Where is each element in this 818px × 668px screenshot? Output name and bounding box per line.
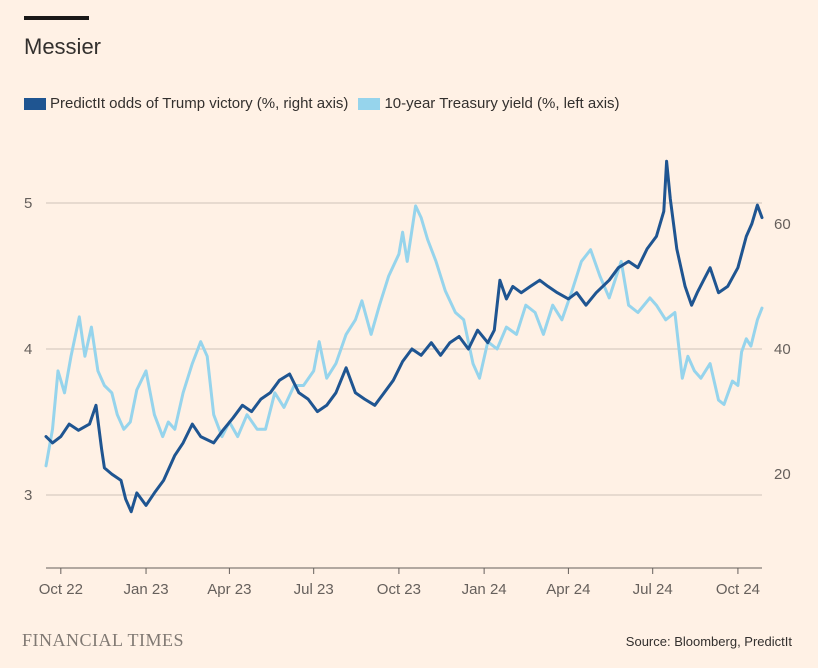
source-note: Source: Bloomberg, PredictIt [625, 634, 792, 649]
legend-label-trump: PredictIt odds of Trump victory (%, righ… [50, 95, 349, 112]
right-axis-tick-label: 40 [774, 341, 791, 358]
x-axis-tick-label: Jan 24 [462, 581, 507, 598]
x-axis-tick-label: Oct 22 [39, 581, 83, 598]
x-axis-tick-label: Apr 23 [207, 581, 251, 598]
legend-swatch-trump [24, 97, 46, 110]
legend-label-yield: 10-year Treasury yield (%, left axis) [384, 95, 620, 112]
left-axis-tick-label: 3 [24, 487, 32, 504]
right-axis-labels: 20 40 60 [774, 216, 791, 483]
left-axis-labels: 3 4 5 [24, 195, 32, 504]
ft-logo-text: FINANCIAL TIMES [22, 630, 185, 650]
legend-item-trump: PredictIt odds of Trump victory (%, righ… [24, 95, 348, 112]
gridlines [46, 202, 762, 496]
left-axis-tick-label: 4 [24, 341, 32, 358]
x-axis-tick-label: Oct 23 [377, 581, 421, 598]
x-axis-tick-label: Apr 24 [546, 581, 590, 598]
legend-item-yield: 10-year Treasury yield (%, left axis) [358, 95, 620, 112]
x-axis-tick-label: Jul 23 [294, 581, 334, 598]
x-axis-tick-label: Jul 24 [633, 581, 673, 598]
series-line-trump-odds [44, 159, 764, 514]
right-axis-tick-label: 20 [774, 466, 791, 483]
legend-swatch-yield [358, 97, 381, 110]
x-axis-tick-label: Jan 23 [124, 581, 169, 598]
series-line-treasury-yield [44, 204, 764, 468]
left-axis-tick-label: 5 [24, 195, 32, 212]
series-lines [44, 159, 764, 514]
chart-legend: PredictIt odds of Trump victory (%, righ… [24, 95, 630, 112]
chart-title: Messier [24, 34, 102, 59]
ft-accent-bar [24, 16, 89, 20]
right-axis-tick-label: 60 [774, 216, 791, 233]
x-axis-ticks: Oct 22 Jan 23 Apr 23 Jul 23 Oct 23 Jan 24 Apr … [39, 568, 760, 598]
x-axis-tick-label: Oct 24 [716, 581, 760, 598]
